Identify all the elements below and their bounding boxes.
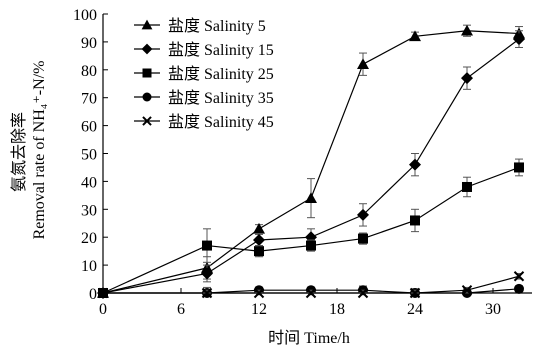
diamond-marker (357, 208, 369, 221)
series-line (102, 30, 520, 294)
diamond-marker (513, 33, 525, 46)
legend-label: 盐度 Salinity 35 (168, 89, 274, 107)
triangle-marker (461, 24, 473, 36)
series-layer (97, 24, 525, 299)
y-tick-label: 0 (89, 286, 97, 303)
cross-marker (97, 287, 109, 299)
square-marker (514, 162, 524, 173)
legend-item: 盐度 Salinity 45 (134, 113, 274, 131)
x-tick-label: 24 (407, 301, 423, 318)
cross-stroke (357, 287, 369, 299)
y-tick-label: 10 (81, 258, 97, 275)
diamond-marker (461, 72, 473, 85)
legend-item: 盐度 Salinity 35 (134, 89, 274, 107)
legend-item: 盐度 Salinity 25 (134, 65, 274, 83)
legend-label: 盐度 Salinity 15 (168, 41, 274, 59)
legend-label: 盐度 Salinity 5 (168, 17, 266, 35)
y-tick-label: 20 (81, 230, 97, 247)
x-tick-label: 0 (99, 301, 107, 318)
square-marker (254, 246, 264, 257)
square-marker (462, 181, 472, 192)
series-line (103, 275, 520, 294)
square-marker (202, 240, 212, 251)
y-tick-label: 80 (81, 63, 97, 80)
x-axis-label: 时间 Time/h (268, 329, 350, 347)
cross-marker (201, 287, 213, 299)
triangle-marker (305, 192, 317, 203)
cross-marker (409, 287, 421, 299)
x-tick-label: 30 (485, 301, 501, 318)
circle-marker (142, 92, 152, 102)
y-tick-label: 40 (81, 174, 97, 191)
y-tick-label: 100 (73, 7, 97, 24)
series-line (102, 166, 520, 294)
square-marker (306, 240, 316, 251)
y-tick-label: 50 (81, 147, 97, 164)
cross-stroke (305, 287, 317, 299)
cross-marker (513, 271, 525, 282)
axes: 0 10 20 30 40 50 60 70 80 90 100 0 6 12 18 24 30 (73, 7, 532, 318)
cross-stroke (513, 271, 525, 282)
cross-marker (253, 287, 265, 299)
diamond-marker (141, 43, 153, 55)
x-tick-label: 6 (177, 301, 185, 318)
cross-marker (461, 285, 473, 296)
series-2 (97, 30, 525, 299)
square-marker (142, 68, 152, 78)
y-tick-label: 70 (81, 91, 97, 108)
cross-stroke (253, 287, 265, 299)
y-tick-label: 90 (81, 35, 97, 52)
legend-item: 盐度 Salinity 5 (134, 17, 266, 35)
y-axis-label-cn: 氨氮去除率 (10, 112, 28, 192)
cross-stroke (201, 287, 213, 299)
legend-label: 盐度 Salinity 25 (168, 65, 274, 83)
y-axis-label-en: Removal rate of NH₄⁺-N/% (31, 61, 48, 240)
series-line (102, 38, 520, 294)
square-marker (358, 233, 368, 244)
cross-marker (357, 287, 369, 299)
x-tick-label: 18 (329, 301, 345, 318)
diamond-marker (409, 158, 421, 171)
legend-item: 盐度 Salinity 15 (134, 41, 274, 59)
triangle-marker (253, 222, 265, 234)
cross-stroke (97, 287, 109, 299)
circle-marker (514, 283, 524, 294)
x-tick-label: 12 (251, 301, 267, 318)
series-5 (97, 271, 525, 299)
cross-stroke (409, 287, 421, 299)
cross-stroke (142, 116, 152, 126)
y-tick-label: 30 (81, 202, 97, 219)
series-1 (97, 24, 525, 298)
legend-label: 盐度 Salinity 45 (168, 113, 274, 131)
legend: 盐度 Salinity 5 盐度 Salinity 15 盐度 Salinity 2… (134, 17, 274, 131)
triangle-marker (141, 19, 153, 30)
triangle-marker (409, 30, 421, 42)
cross-marker (305, 287, 317, 299)
cross-marker (142, 116, 152, 126)
y-tick-label: 60 (81, 119, 97, 136)
square-marker (410, 215, 420, 226)
cross-stroke (461, 285, 473, 296)
triangle-marker (357, 58, 369, 70)
diamond-marker (201, 267, 213, 280)
y-axis-label: 氨氮去除率 Removal rate of NH₄⁺-N/% (10, 61, 48, 240)
diamond-marker (253, 233, 265, 246)
